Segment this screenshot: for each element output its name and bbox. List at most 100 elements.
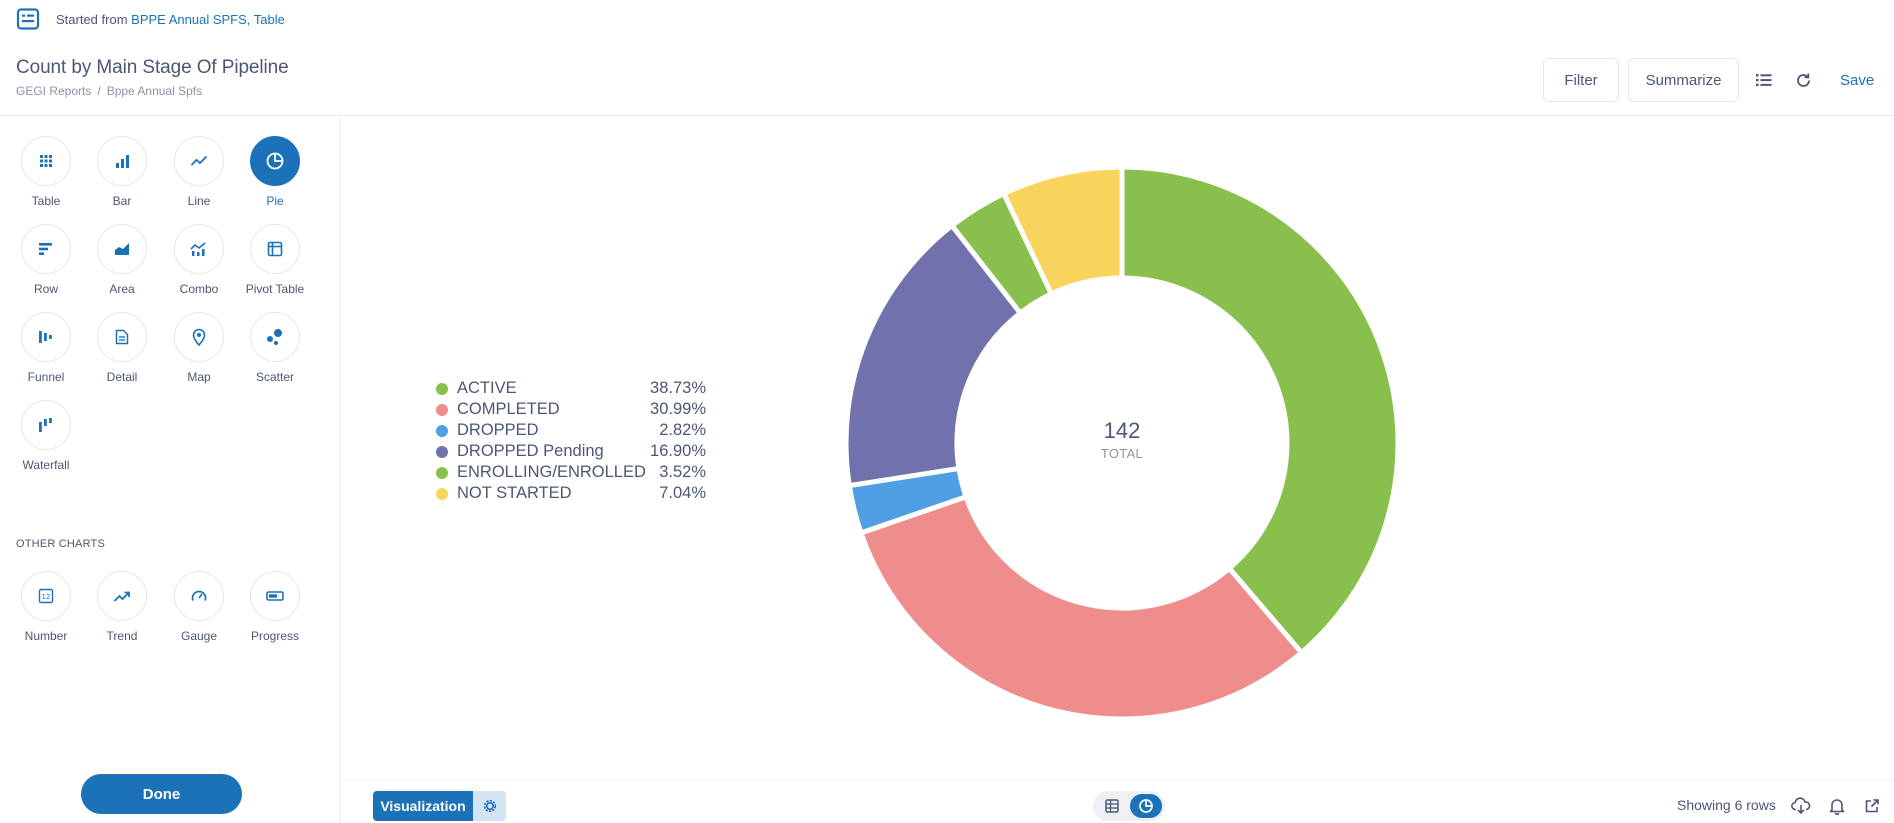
legend-item[interactable]: COMPLETED 30.99% bbox=[436, 399, 706, 420]
chart-type-number[interactable]: 12 Number bbox=[8, 571, 84, 643]
refresh-icon[interactable] bbox=[1793, 70, 1813, 90]
chart-type-map[interactable]: Map bbox=[161, 312, 237, 384]
legend-percent: 3.52% bbox=[659, 463, 706, 481]
chart-type-sidebar: Table Bar Line Pie Row Area Combo Pivot Table Fu… bbox=[0, 116, 340, 823]
chart-type-progress[interactable]: Progress bbox=[237, 571, 313, 643]
trend-icon bbox=[97, 571, 147, 621]
open-in-new-icon[interactable] bbox=[1861, 795, 1883, 817]
number-icon: 12 bbox=[21, 571, 71, 621]
svg-text:12: 12 bbox=[42, 593, 51, 601]
map-pin-icon bbox=[174, 312, 224, 362]
scatter-icon bbox=[250, 312, 300, 362]
legend-item[interactable]: DROPPED Pending 16.90% bbox=[436, 441, 706, 462]
started-from-link[interactable]: BPPE Annual SPFS, Table bbox=[131, 12, 285, 27]
legend-label: ACTIVE bbox=[457, 379, 517, 397]
filter-button[interactable]: Filter bbox=[1543, 58, 1619, 102]
pivot-table-icon bbox=[250, 224, 300, 274]
chart-type-combo[interactable]: Combo bbox=[161, 224, 237, 296]
legend-item[interactable]: ACTIVE 38.73% bbox=[436, 378, 706, 399]
legend-percent: 2.82% bbox=[659, 421, 706, 439]
summarize-button[interactable]: Summarize bbox=[1628, 58, 1739, 102]
chart-type-label: Funnel bbox=[27, 370, 65, 384]
chart-type-label: Scatter bbox=[255, 370, 294, 384]
legend-percent: 30.99% bbox=[650, 400, 706, 418]
bar-chart-icon bbox=[97, 136, 147, 186]
waterfall-icon bbox=[21, 400, 71, 450]
chart-type-pivot-table[interactable]: Pivot Table bbox=[237, 224, 313, 296]
legend-percent: 7.04% bbox=[659, 484, 706, 502]
bell-icon[interactable] bbox=[1826, 795, 1848, 817]
save-button[interactable]: Save bbox=[1840, 72, 1875, 89]
header-divider bbox=[0, 115, 1894, 116]
chart-type-label: Area bbox=[109, 282, 135, 296]
breadcrumb-separator: / bbox=[97, 84, 101, 98]
started-from-text: Started from BPPE Annual SPFS, Table bbox=[56, 12, 285, 27]
legend-swatch bbox=[436, 425, 448, 437]
legend-label: COMPLETED bbox=[457, 400, 560, 418]
chart-type-funnel[interactable]: Funnel bbox=[8, 312, 84, 384]
legend-item[interactable]: ENROLLING/ENROLLED 3.52% bbox=[436, 462, 706, 483]
chart-view-pie-icon[interactable] bbox=[1130, 794, 1162, 818]
legend-item[interactable]: DROPPED 2.82% bbox=[436, 420, 706, 441]
legend-label: ENROLLING/ENROLLED bbox=[457, 463, 646, 481]
footer-divider bbox=[341, 779, 1894, 780]
table-grid-icon bbox=[21, 136, 71, 186]
chart-type-label: Bar bbox=[112, 194, 132, 208]
line-chart-icon bbox=[174, 136, 224, 186]
legend-label: NOT STARTED bbox=[457, 484, 572, 502]
breadcrumb: GEGI Reports / Bppe Annual Spfs bbox=[16, 84, 202, 98]
chart-type-label: Number bbox=[24, 629, 68, 643]
other-charts-heading: OTHER CHARTS bbox=[16, 538, 105, 550]
pie-slice-completed[interactable] bbox=[857, 493, 1306, 722]
chart-type-label: Line bbox=[187, 194, 211, 208]
chart-type-table[interactable]: Table bbox=[8, 136, 84, 208]
breadcrumb-item-table[interactable]: Bppe Annual Spfs bbox=[106, 84, 203, 98]
chart-type-pie[interactable]: Pie bbox=[237, 136, 313, 208]
chart-type-detail[interactable]: Detail bbox=[84, 312, 160, 384]
visualization-settings-gear-icon[interactable] bbox=[473, 791, 506, 821]
detail-icon bbox=[97, 312, 147, 362]
chart-type-line[interactable]: Line bbox=[161, 136, 237, 208]
notebook-editor-icon[interactable] bbox=[1754, 70, 1774, 90]
chart-type-label: Gauge bbox=[180, 629, 218, 643]
legend-swatch bbox=[436, 383, 448, 395]
chart-type-scatter[interactable]: Scatter bbox=[237, 312, 313, 384]
donut-total-value: 142 bbox=[1103, 418, 1141, 443]
legend-label: DROPPED Pending bbox=[457, 442, 604, 460]
chart-type-label: Map bbox=[187, 370, 211, 384]
chart-type-label: Pie bbox=[266, 194, 284, 208]
legend-swatch bbox=[436, 467, 448, 479]
funnel-icon bbox=[21, 312, 71, 362]
chart-type-label: Trend bbox=[106, 629, 138, 643]
chart-type-label: Table bbox=[31, 194, 61, 208]
progress-icon bbox=[250, 571, 300, 621]
row-count: Showing 6 rows bbox=[1677, 797, 1776, 813]
legend-percent: 16.90% bbox=[650, 442, 706, 460]
combo-chart-icon bbox=[174, 224, 224, 274]
question-doc-icon bbox=[16, 8, 40, 30]
chart-type-row[interactable]: Row bbox=[8, 224, 84, 296]
chart-type-waterfall[interactable]: Waterfall bbox=[8, 400, 84, 472]
gauge-icon bbox=[174, 571, 224, 621]
legend-swatch bbox=[436, 404, 448, 416]
pie-chart-icon bbox=[250, 136, 300, 186]
top-bar: Started from BPPE Annual SPFS, Table bbox=[0, 0, 1894, 40]
pie-slice-not-started[interactable] bbox=[1000, 164, 1125, 298]
chart-type-label: Waterfall bbox=[22, 458, 70, 472]
breadcrumb-item-collection[interactable]: GEGI Reports bbox=[16, 84, 92, 98]
download-icon[interactable] bbox=[1790, 795, 1812, 817]
chart-type-trend[interactable]: Trend bbox=[84, 571, 160, 643]
legend-item[interactable]: NOT STARTED 7.04% bbox=[436, 483, 706, 504]
chart-type-label: Detail bbox=[106, 370, 138, 384]
table-view-icon[interactable] bbox=[1101, 796, 1123, 816]
chart-type-gauge[interactable]: Gauge bbox=[161, 571, 237, 643]
visualization-button[interactable]: Visualization bbox=[373, 791, 473, 821]
area-chart-icon bbox=[97, 224, 147, 274]
chart-type-bar[interactable]: Bar bbox=[84, 136, 160, 208]
chart-type-area[interactable]: Area bbox=[84, 224, 160, 296]
done-button[interactable]: Done bbox=[81, 774, 242, 814]
pie-slice-dropped-pending[interactable] bbox=[843, 222, 1024, 489]
legend-percent: 38.73% bbox=[650, 379, 706, 397]
pie-slice-active[interactable] bbox=[1119, 164, 1401, 657]
legend-swatch bbox=[436, 488, 448, 500]
